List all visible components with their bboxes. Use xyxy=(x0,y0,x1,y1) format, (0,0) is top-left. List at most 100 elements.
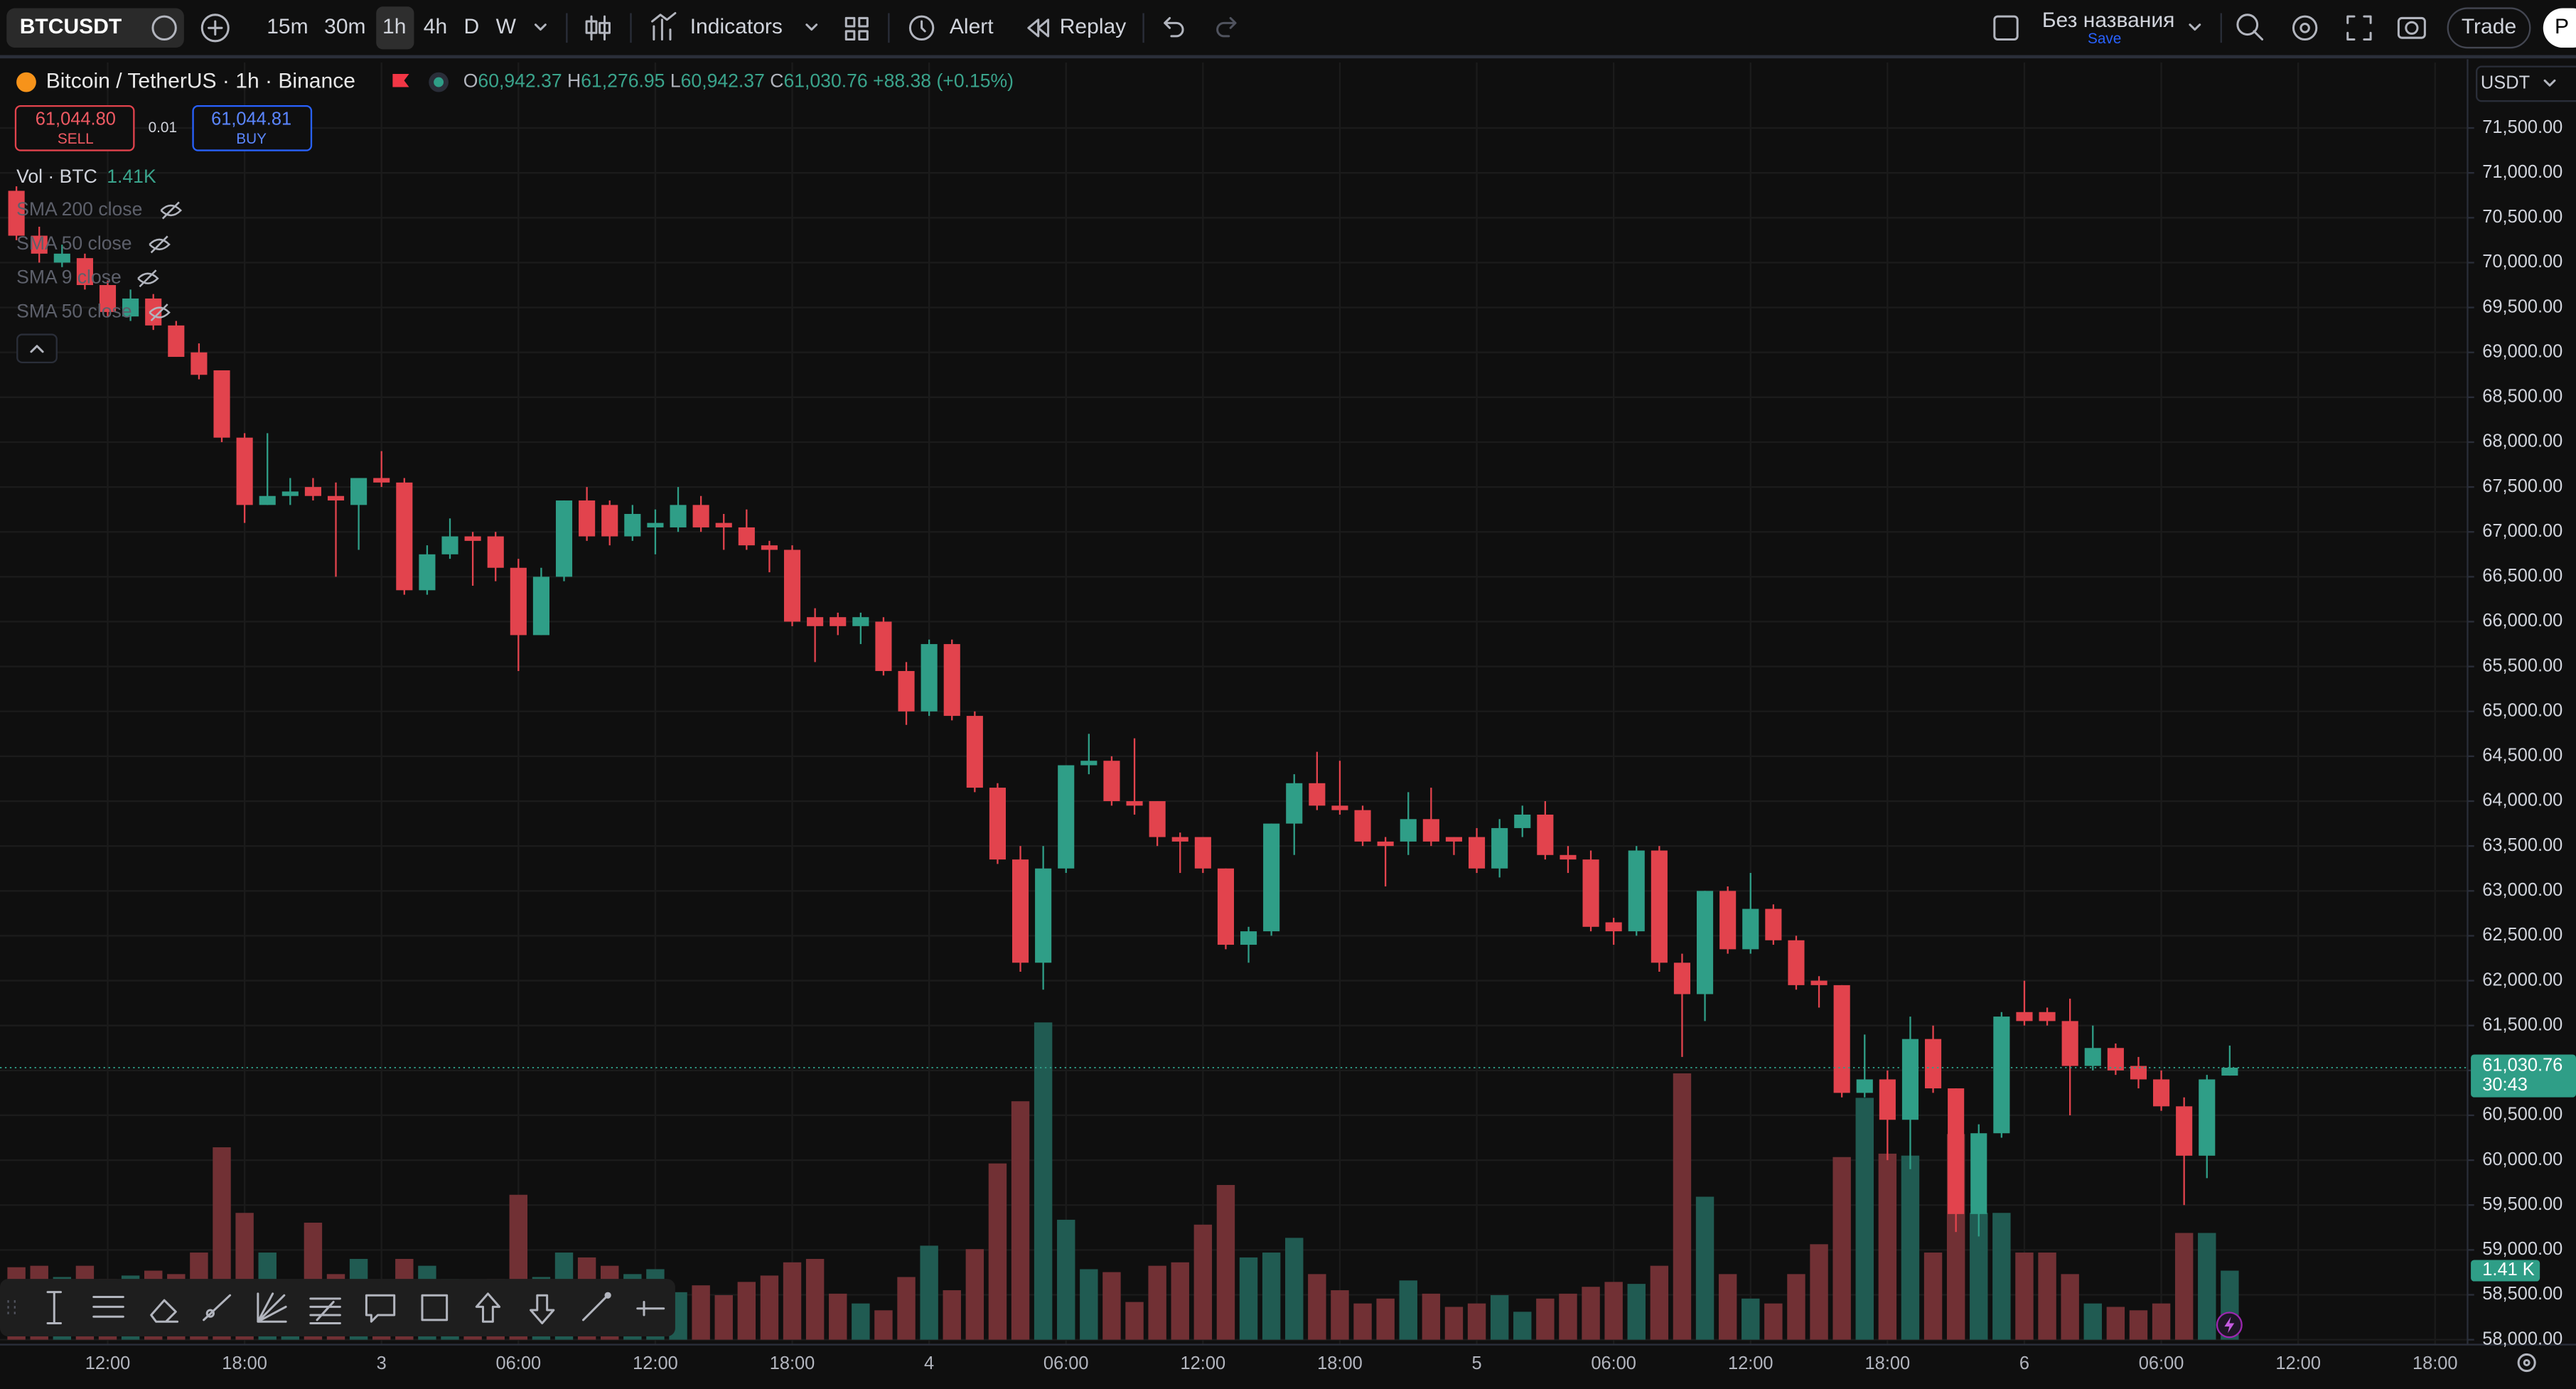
candle-body xyxy=(2016,1012,2033,1021)
axis-settings[interactable] xyxy=(2517,1353,2536,1373)
candle-body xyxy=(532,576,549,635)
save-button[interactable]: Save xyxy=(2088,31,2121,47)
chevron[interactable] xyxy=(805,23,818,31)
publish-button[interactable] xyxy=(2543,8,2576,48)
search-icon[interactable] xyxy=(2236,14,2259,36)
volume-bar xyxy=(692,1285,710,1340)
flag-icon[interactable] xyxy=(392,74,409,87)
volume-bar xyxy=(2174,1233,2194,1340)
y-tick-label: 67,000.00 xyxy=(2482,521,2562,541)
arrow-down-tool[interactable] xyxy=(530,1294,555,1325)
x-tick-label: 12:00 xyxy=(2275,1353,2321,1373)
buy-button[interactable] xyxy=(192,104,313,151)
interval[interactable]: W xyxy=(496,15,517,38)
candle-body xyxy=(1697,891,1714,994)
watch-icon[interactable] xyxy=(151,15,177,41)
volume-bar xyxy=(1080,1269,1098,1340)
active-interval-bg xyxy=(376,6,414,50)
settings-icon[interactable] xyxy=(2292,15,2318,41)
arrow-up-tool[interactable] xyxy=(475,1292,501,1323)
x-tick-label: 5 xyxy=(1471,1353,1481,1373)
alert-button[interactable]: Alert xyxy=(950,15,994,38)
candle-body xyxy=(2130,1066,2147,1080)
collapse-button[interactable] xyxy=(16,333,58,364)
interval[interactable]: 1h xyxy=(382,15,406,38)
volume-bar xyxy=(1399,1280,1417,1340)
volume-bar xyxy=(2106,1307,2125,1340)
candle-body xyxy=(1263,823,1280,932)
sell-button[interactable] xyxy=(14,104,135,151)
annotation-tool[interactable] xyxy=(365,1294,396,1323)
ohlc: O60,942.37 H61,276.95 L60,942.37 C61,030… xyxy=(463,70,1014,92)
buy-label[interactable]: BUY xyxy=(236,131,267,147)
interval[interactable]: D xyxy=(463,15,479,38)
price-axis: 58,000.00 58,500.00 59,000.00 59,500.00 60,0… xyxy=(0,59,2576,1373)
candle-body xyxy=(1788,940,1805,985)
fib-retracement-tool[interactable] xyxy=(309,1297,341,1325)
countdown: 30:43 xyxy=(2482,1075,2528,1095)
layout-name[interactable]: Без названия xyxy=(2042,9,2175,32)
interval[interactable]: 4h xyxy=(424,15,447,38)
interval[interactable]: 30m xyxy=(324,15,365,38)
compare-button[interactable] xyxy=(200,14,230,43)
chevron[interactable] xyxy=(2189,23,2201,31)
publish-label[interactable]: P xyxy=(2555,15,2569,38)
horizontal-line-tool[interactable] xyxy=(636,1300,665,1316)
candle-body xyxy=(830,617,847,626)
text-cursor-tool[interactable] xyxy=(46,1291,63,1325)
ruler-tool[interactable] xyxy=(581,1294,609,1321)
volume-bar xyxy=(1764,1303,1783,1340)
snapshot-icon[interactable] xyxy=(2397,16,2426,39)
currency-box[interactable] xyxy=(2476,65,2576,102)
y-tick-label: 58,500.00 xyxy=(2482,1284,2562,1304)
fullscreen-icon[interactable] xyxy=(2346,15,2372,41)
checkbox[interactable] xyxy=(1993,15,2019,41)
candle-body xyxy=(2107,1048,2124,1071)
trade-label[interactable]: Trade xyxy=(2462,15,2516,38)
candle-body xyxy=(327,495,345,501)
symbol[interactable]: BTCUSDT xyxy=(20,15,122,38)
interval[interactable]: 15m xyxy=(267,15,308,38)
search-icon-handle xyxy=(2253,30,2264,41)
buy-price[interactable]: 61,044.81 xyxy=(211,109,291,129)
rectangle-tool[interactable] xyxy=(421,1294,449,1321)
candle-body xyxy=(1856,1079,1873,1093)
candle-body xyxy=(1537,814,1554,855)
replay-icon[interactable] xyxy=(1027,18,1050,38)
volume-bar xyxy=(1285,1238,1304,1340)
visibility-icon xyxy=(137,269,159,288)
candle-body xyxy=(53,253,70,263)
y-tick-label: 67,500.00 xyxy=(2482,476,2562,496)
drag-handle[interactable] xyxy=(7,1300,16,1317)
volume-bar xyxy=(1650,1265,1669,1340)
chart-type-icon[interactable] xyxy=(585,15,611,41)
chevron[interactable] xyxy=(2543,79,2556,87)
sell-price[interactable]: 61,044.80 xyxy=(36,109,116,129)
trade-button[interactable] xyxy=(2447,7,2531,49)
indicators-icon[interactable] xyxy=(651,11,677,41)
candle-body xyxy=(2221,1067,2238,1076)
alert-icon[interactable] xyxy=(908,15,935,41)
y-tick-label: 70,500.00 xyxy=(2482,207,2562,227)
volume-bar xyxy=(1034,1022,1053,1340)
layouts-icon[interactable] xyxy=(844,16,869,41)
eraser-tool[interactable] xyxy=(150,1299,179,1323)
replay-button[interactable]: Replay xyxy=(1060,15,1127,38)
candle-body xyxy=(1240,931,1257,945)
status-dot xyxy=(434,77,444,87)
candle-body xyxy=(1514,814,1531,828)
lines-tool[interactable] xyxy=(92,1296,124,1318)
symbol-search[interactable] xyxy=(6,8,184,48)
redo-icon[interactable] xyxy=(1216,16,1237,38)
candle-body xyxy=(1103,761,1120,802)
undo-icon[interactable] xyxy=(1164,16,1184,38)
volume-name: Vol · BTC xyxy=(16,166,97,187)
y-tick-label: 60,000.00 xyxy=(2482,1149,2562,1169)
sell-label[interactable]: SELL xyxy=(58,131,94,147)
chevron[interactable] xyxy=(534,23,547,31)
indicators-button[interactable]: Indicators xyxy=(690,15,783,38)
currency[interactable]: USDT xyxy=(2481,73,2530,93)
fib-tool[interactable] xyxy=(257,1292,287,1323)
